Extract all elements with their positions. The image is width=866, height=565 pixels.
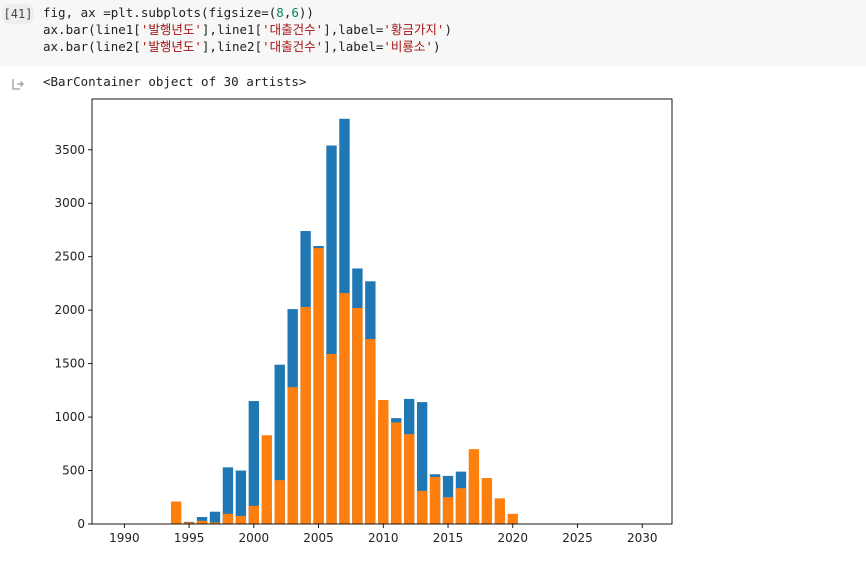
bar — [274, 364, 285, 524]
bar — [507, 513, 518, 524]
code-token: '대출건수' — [262, 39, 324, 54]
bar — [378, 399, 389, 524]
x-tick-label: 2020 — [497, 531, 528, 545]
output-text: <BarContainer object of 30 artists> — [43, 74, 307, 89]
y-tick-label: 3000 — [54, 196, 85, 210]
bar — [248, 401, 260, 524]
code-token: ax.bar(line2[ — [43, 39, 141, 54]
code-token: , — [283, 5, 292, 20]
code-token: ) — [444, 22, 452, 37]
y-tick-label: 1000 — [54, 410, 85, 424]
code-token: 6 — [291, 5, 299, 20]
bar — [235, 470, 247, 524]
series-orange-bars — [170, 248, 518, 524]
code-token: '대출건수' — [262, 22, 324, 37]
bar — [209, 522, 221, 524]
x-tick-label: 2030 — [627, 531, 658, 545]
y-tick-label: 500 — [62, 464, 85, 478]
bar — [196, 520, 208, 524]
bar — [235, 515, 247, 524]
bar — [494, 498, 505, 524]
x-tick-label: 2000 — [239, 531, 270, 545]
code-token: ) — [432, 39, 441, 54]
y-tick-label: 1500 — [54, 357, 85, 371]
x-tick-label: 2010 — [368, 531, 399, 545]
bar — [313, 248, 324, 524]
bar — [274, 480, 285, 524]
code-token: '비룡소' — [383, 39, 433, 54]
bar — [300, 306, 311, 524]
output-arrow-icon — [12, 79, 24, 90]
code-token: 8 — [276, 5, 284, 20]
bar — [429, 476, 441, 524]
series-blue-bars — [170, 118, 480, 525]
code-cell[interactable]: [41] fig, ax =plt.subplots(figsize=(8,6)… — [0, 0, 866, 66]
code-token: '황금가지' — [383, 22, 445, 37]
code-token: ],line2[ — [201, 39, 263, 54]
bar — [326, 145, 337, 524]
code-token: )) — [298, 5, 314, 20]
bar — [196, 517, 208, 524]
bar — [442, 497, 454, 524]
bar — [261, 435, 272, 524]
bar — [365, 339, 376, 524]
bar — [287, 387, 298, 524]
plot-frame — [91, 98, 673, 525]
execution-count: [41] — [2, 4, 34, 24]
y-tick-label: 2500 — [54, 250, 85, 264]
bar — [222, 467, 234, 524]
code-token: ax.bar(line1[ — [43, 22, 141, 37]
bar — [404, 434, 415, 524]
bar — [339, 293, 350, 524]
y-tick-label: 3500 — [54, 143, 85, 157]
y-tick-label: 2000 — [54, 303, 85, 317]
bar — [326, 354, 337, 524]
bar — [455, 488, 467, 524]
bar — [481, 478, 493, 524]
bar — [170, 501, 182, 524]
bar — [391, 422, 402, 524]
code-token: fig, ax =plt.subplots(figsize=( — [43, 5, 277, 20]
bar — [183, 522, 195, 524]
code-token: ],line1[ — [201, 22, 263, 37]
code-token: '발행년도' — [140, 22, 202, 37]
y-tick-label: 0 — [77, 517, 85, 531]
x-tick-label: 1990 — [109, 531, 140, 545]
code-token: ],label= — [323, 22, 384, 37]
code-editor[interactable]: fig, ax =plt.subplots(figsize=(8,6)) ax.b… — [43, 4, 452, 55]
code-line: ax.bar(line2['발행년도'],line2['대출건수'],label… — [43, 38, 452, 55]
bar — [209, 511, 221, 524]
x-tick-label: 2005 — [303, 531, 334, 545]
x-tick-label: 1995 — [174, 531, 205, 545]
bar — [248, 505, 260, 524]
bar — [468, 449, 480, 524]
x-tick-label: 2015 — [433, 531, 464, 545]
chart-axes: 1990 1995 2000 2005 2010 2015 2020 2025 2030 0 500… — [54, 98, 673, 545]
bar — [416, 490, 428, 524]
bar — [352, 308, 363, 524]
code-token: '발행년도' — [140, 39, 202, 54]
code-line: fig, ax =plt.subplots(figsize=(8,6)) — [43, 4, 452, 21]
x-tick-label: 2025 — [562, 531, 593, 545]
bar — [222, 513, 234, 524]
code-token: ],label= — [323, 39, 384, 54]
code-line: ax.bar(line1['발행년도'],line1['대출건수'],label… — [43, 21, 452, 38]
bar — [416, 402, 428, 524]
